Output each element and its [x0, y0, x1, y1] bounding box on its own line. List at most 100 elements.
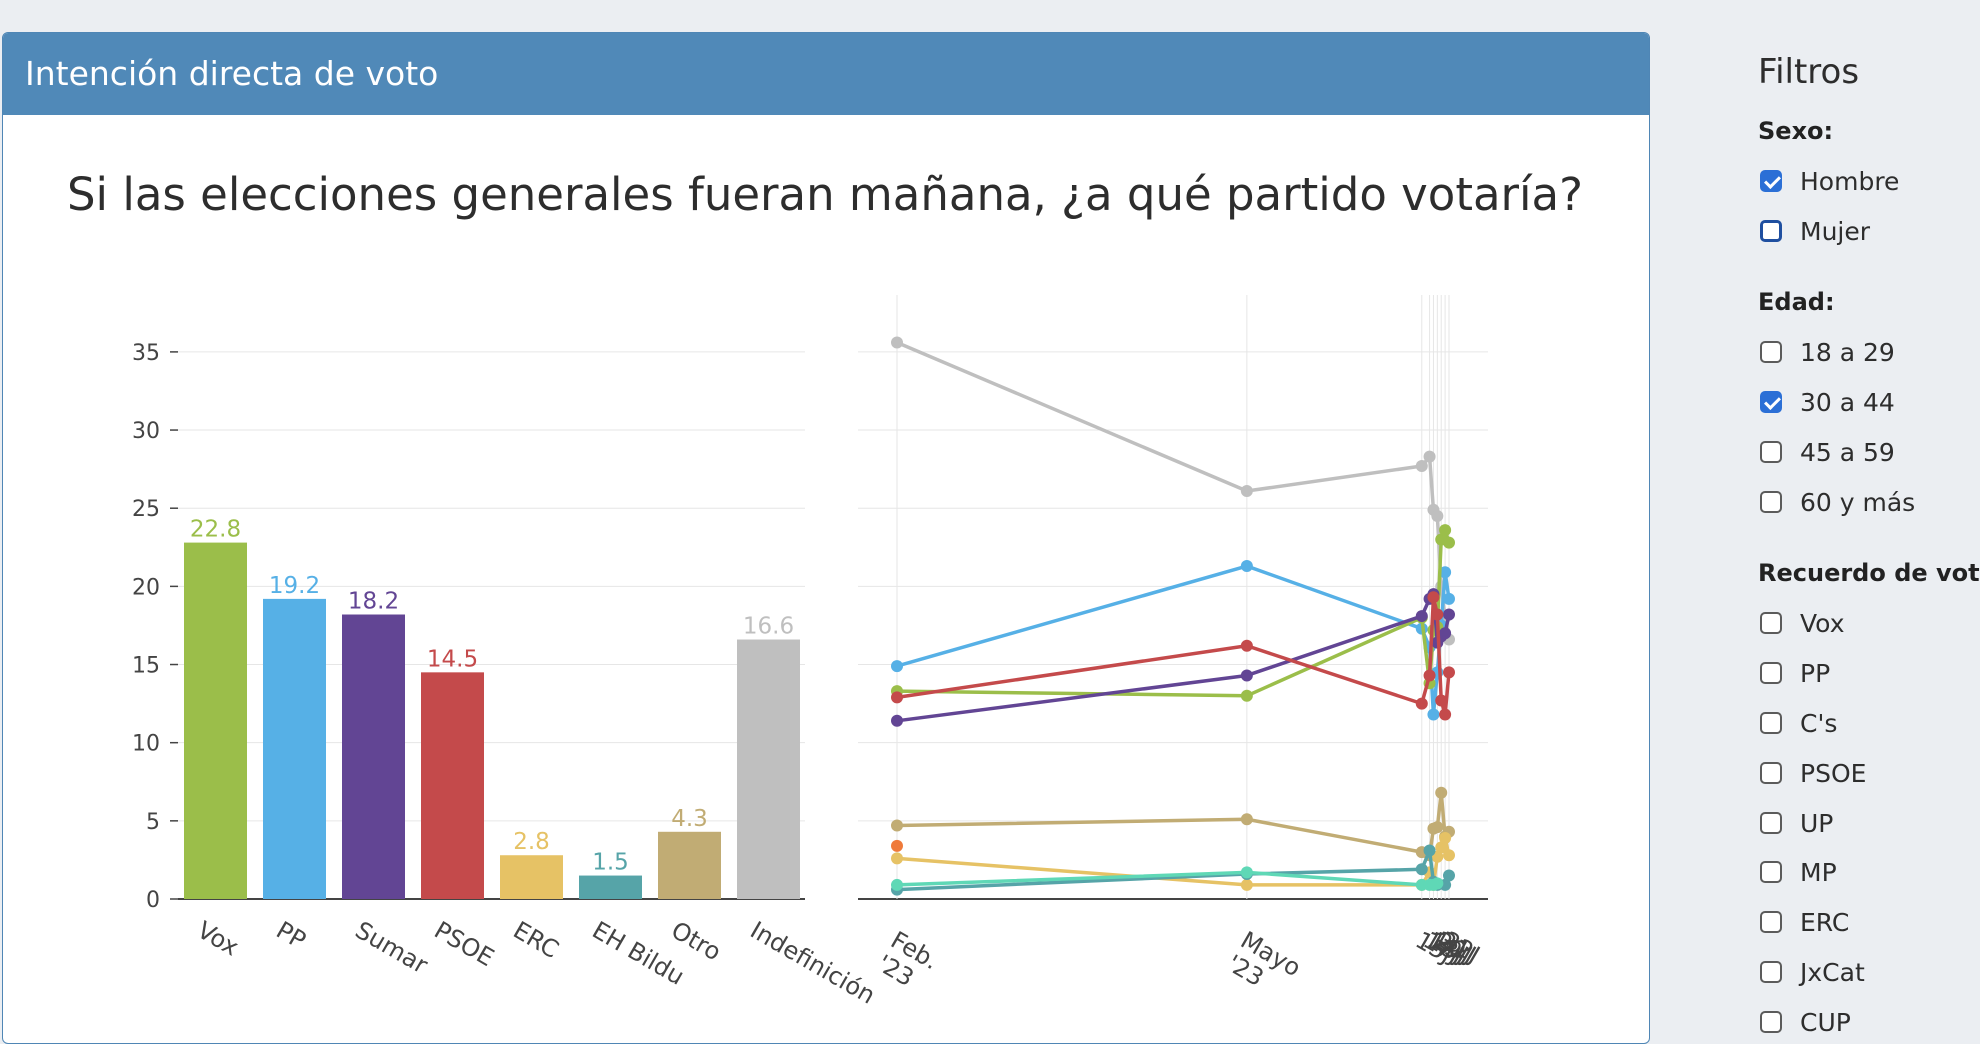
data-point — [1423, 450, 1436, 463]
filter-option-30-44[interactable]: 30 a 44 — [1760, 387, 1895, 417]
data-point — [1415, 863, 1428, 876]
data-point — [891, 660, 903, 673]
data-point — [1423, 669, 1436, 682]
filter-option-mujer[interactable]: Mujer — [1760, 216, 1870, 246]
checkbox-label: Mujer — [1800, 216, 1871, 246]
checkbox[interactable] — [1760, 491, 1782, 513]
charts-svg: 0 5 10 15 20 25 30 35 22.8 Vox 19.2 PP 18.2 Sumar 14.5… — [132, 295, 1488, 1010]
filter-option-up[interactable]: UP — [1760, 808, 1833, 838]
filter-option-vox[interactable]: Vox — [1760, 608, 1844, 638]
y-tick-label: 10 — [132, 732, 160, 757]
filter-option-jxcat[interactable]: JxCat — [1760, 957, 1865, 987]
data-point — [1240, 669, 1253, 682]
data-point — [1240, 689, 1253, 702]
data-point — [891, 819, 903, 832]
filters-sidebar: Filtros Sexo: Hombre Mujer Edad: 18 a 29… — [1720, 0, 1980, 1038]
data-point — [1240, 485, 1253, 498]
data-point — [1415, 460, 1428, 473]
x-tick-label: ERC — [509, 916, 564, 964]
data-point — [1427, 591, 1440, 604]
data-point — [1431, 510, 1444, 523]
bar-eh-bildu — [579, 875, 642, 899]
data-point — [891, 878, 903, 891]
bar-value-label: 16.6 — [743, 614, 794, 640]
bar-value-label: 22.8 — [190, 517, 241, 543]
data-point — [1431, 877, 1444, 890]
bar-erc — [500, 855, 563, 899]
filter-option-18-29[interactable]: 18 a 29 — [1760, 337, 1895, 367]
data-point — [1240, 878, 1253, 891]
checkbox-label: CUP — [1800, 1007, 1851, 1037]
bar-pp — [263, 598, 326, 899]
filter-option-45-59[interactable]: 45 a 59 — [1760, 437, 1895, 467]
checkbox[interactable] — [1760, 712, 1782, 734]
bar-value-label: 14.5 — [427, 646, 478, 672]
checkbox[interactable] — [1760, 861, 1782, 883]
y-tick-label: 0 — [146, 888, 160, 913]
sexo-heading: Sexo: — [1758, 117, 1834, 145]
checkbox[interactable] — [1760, 662, 1782, 684]
checkbox[interactable] — [1760, 441, 1782, 463]
data-point — [1240, 639, 1253, 652]
x-tick-label: Mayo'23 — [1222, 926, 1305, 1006]
y-tick-label: 20 — [132, 575, 160, 600]
filter-option-cup[interactable]: CUP — [1760, 1007, 1851, 1037]
data-point — [1415, 697, 1428, 710]
checkbox[interactable] — [1760, 961, 1782, 983]
bar-vox — [184, 542, 247, 899]
x-tick-label: PSOE — [430, 916, 499, 972]
data-point — [1431, 821, 1444, 834]
series-line — [896, 790, 1451, 857]
checkbox[interactable] — [1760, 391, 1782, 413]
bar-value-label: 4.3 — [671, 806, 708, 832]
checkbox[interactable] — [1760, 812, 1782, 834]
checkbox[interactable] — [1760, 170, 1782, 192]
y-tick-label: 25 — [132, 497, 160, 522]
data-point — [1435, 841, 1448, 854]
filters-title: Filtros — [1758, 52, 1860, 92]
checkbox[interactable] — [1760, 1011, 1782, 1033]
checkbox-label: UP — [1800, 808, 1834, 838]
data-point — [1240, 560, 1253, 573]
checkbox[interactable] — [1760, 341, 1782, 363]
data-point — [1240, 866, 1253, 879]
data-point — [1439, 566, 1452, 579]
data-point — [1439, 832, 1452, 845]
y-tick-label: 15 — [132, 654, 160, 679]
checkbox[interactable] — [1760, 612, 1782, 634]
filter-option-pp[interactable]: PP — [1760, 658, 1830, 688]
x-tick-label: Indefinición — [746, 916, 880, 1010]
data-point — [1443, 536, 1455, 549]
y-tick-label: 5 — [146, 810, 160, 835]
bar-otro — [658, 831, 721, 899]
data-point — [891, 336, 903, 349]
checkbox[interactable] — [1760, 911, 1782, 933]
filter-option-cs[interactable]: C's — [1760, 708, 1837, 738]
checkbox-label: ERC — [1800, 907, 1850, 937]
checkbox[interactable] — [1760, 762, 1782, 784]
data-point — [891, 691, 903, 704]
series-line — [896, 528, 1451, 698]
filter-option-hombre[interactable]: Hombre — [1760, 166, 1899, 196]
checkbox-label: PP — [1800, 658, 1831, 688]
panel-header: Intención directa de voto — [3, 33, 1649, 115]
y-tick-label: 35 — [132, 341, 160, 366]
chart-title: Si las elecciones generales fueran mañan… — [66, 168, 1584, 221]
filter-option-mp[interactable]: MP — [1760, 857, 1837, 887]
checkbox-label: 30 a 44 — [1800, 387, 1895, 417]
data-point — [1431, 608, 1444, 621]
bar-value-label: 19.2 — [269, 573, 320, 599]
checkbox-label: MP — [1800, 857, 1837, 887]
data-point — [891, 714, 903, 727]
data-point — [1443, 666, 1455, 679]
filter-option-psoe[interactable]: PSOE — [1760, 758, 1866, 788]
checkbox[interactable] — [1760, 220, 1782, 242]
checkbox-label: 60 y más — [1800, 487, 1916, 517]
series-line — [896, 595, 1451, 717]
checkbox-label: 45 a 59 — [1800, 437, 1895, 467]
filter-option-erc[interactable]: ERC — [1760, 907, 1849, 937]
data-point — [891, 839, 903, 852]
data-point — [891, 852, 903, 865]
filter-option-60-mas[interactable]: 60 y más — [1760, 487, 1915, 517]
x-tick-label: PP — [272, 916, 311, 955]
